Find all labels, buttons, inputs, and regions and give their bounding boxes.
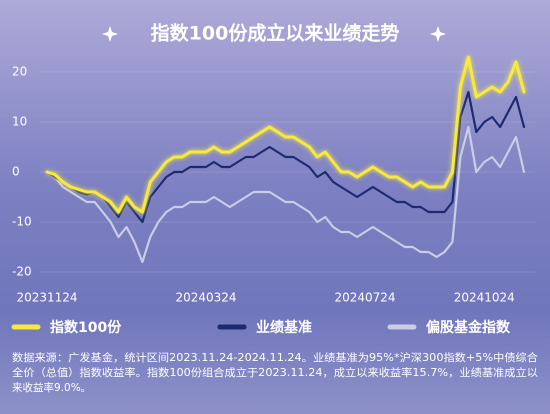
y-tick-label: -20 — [12, 265, 32, 279]
y-tick-label: 0 — [12, 165, 20, 179]
legend: 指数100份 业绩基准 偏股基金指数 — [11, 319, 511, 336]
footnote-line: 数据来源：广发基金，统计区间2023.11.24-2024.11.24。业绩基准… — [12, 351, 539, 364]
legend-label: 指数100份 — [50, 319, 122, 336]
series-line — [45, 55, 526, 214]
series-line — [45, 125, 526, 264]
x-tick-label: 20240324 — [175, 291, 236, 305]
y-tick-label: 10 — [12, 115, 27, 129]
footnote-line: 全价（总值）指数收益率。指数100份组合成立于2023.11.24，成立以来收益… — [12, 366, 539, 379]
footnote-line: 来收益率9.0%。 — [12, 381, 91, 394]
x-tick-label: 20241024 — [454, 291, 515, 305]
y-tick-label: 20 — [12, 65, 27, 79]
star-decoration — [102, 26, 118, 42]
x-tick-label: 20240724 — [334, 291, 395, 305]
legend-label: 偏股基金指数 — [426, 319, 511, 336]
x-tick-label: 20231124 — [16, 291, 77, 305]
footnote: 数据来源：广发基金，统计区间2023.11.24-2024.11.24。业绩基准… — [12, 351, 539, 394]
star-decoration — [430, 26, 446, 42]
y-tick-label: -10 — [12, 215, 32, 229]
chart-title: 指数100份成立以来业绩走势 — [151, 22, 400, 45]
series-line — [45, 90, 526, 224]
plot-area: -20 -10 0 10 20 20231124 20240324 20240724 20241… — [12, 55, 535, 305]
legend-label: 业绩基准 — [256, 319, 312, 336]
